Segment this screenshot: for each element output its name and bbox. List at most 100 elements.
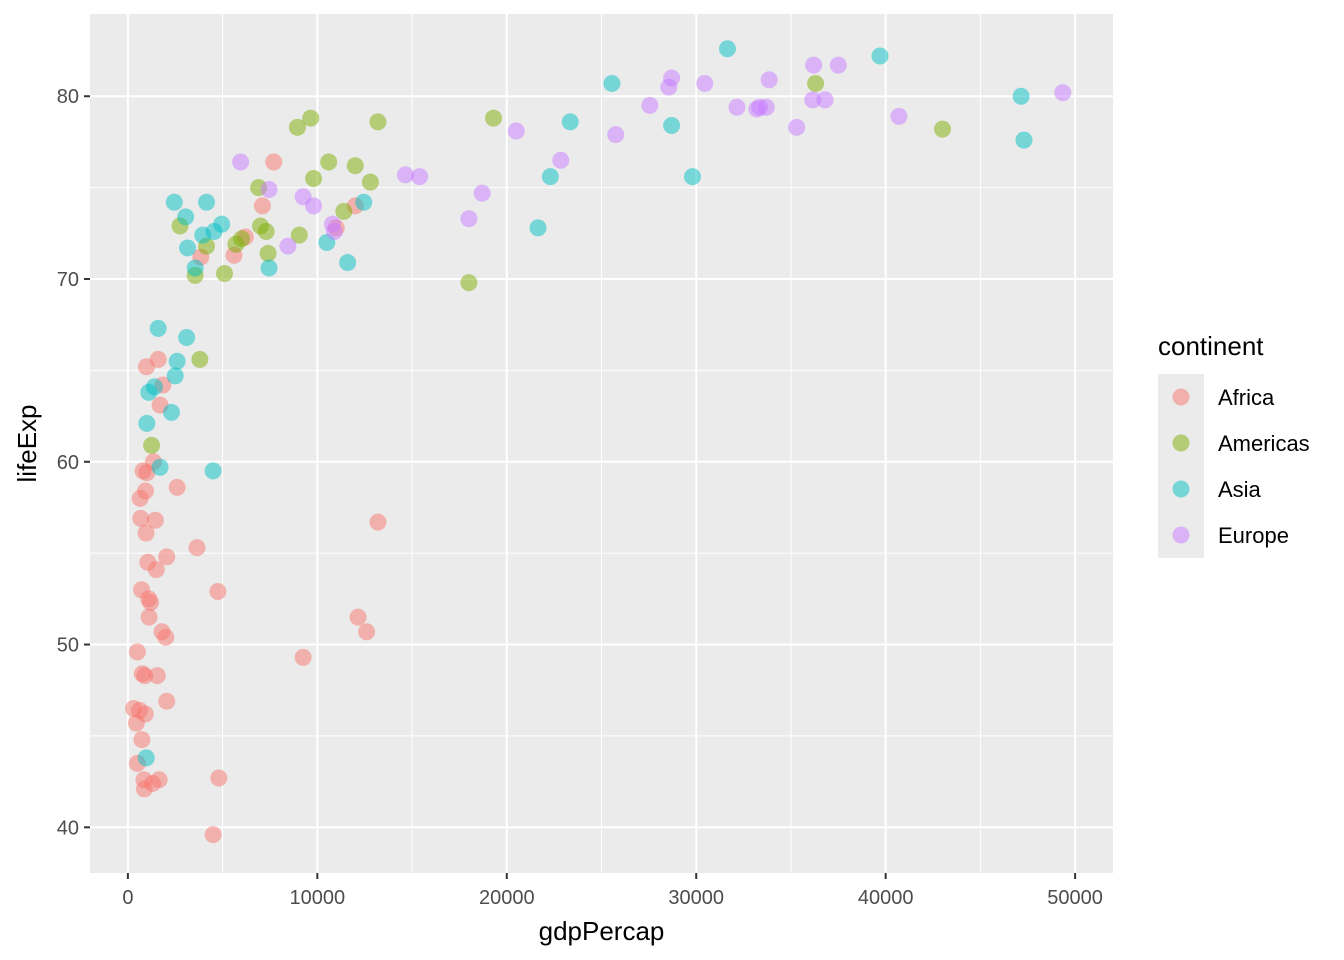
data-point-africa — [128, 643, 146, 661]
data-point-americas — [305, 169, 323, 187]
data-point-asia — [561, 113, 579, 131]
legend: continent Africa Americas Asia Europe — [1158, 331, 1310, 558]
data-point-asia — [179, 239, 197, 257]
data-point-europe — [473, 184, 491, 202]
data-point-asia — [683, 168, 701, 186]
data-point-asia — [663, 116, 681, 134]
data-point-africa — [188, 539, 206, 557]
major-gridlines — [90, 14, 1113, 873]
data-point-africa — [136, 705, 154, 723]
data-point-asia — [162, 403, 180, 421]
data-point-europe — [788, 118, 806, 136]
data-point-europe — [460, 210, 478, 228]
y-axis-title: lifeExp — [12, 404, 42, 482]
data-point-africa — [210, 769, 228, 787]
data-point-americas — [361, 173, 379, 191]
y-axis: 40 50 60 70 80 — [57, 86, 90, 839]
y-tick-label: 60 — [57, 452, 79, 474]
legend-label-europe: Europe — [1218, 523, 1289, 548]
data-point-europe — [641, 96, 659, 114]
data-point-americas — [191, 350, 209, 368]
data-point-africa — [133, 731, 151, 749]
data-point-europe — [279, 237, 297, 255]
data-point-americas — [259, 244, 277, 262]
data-point-asia — [1012, 87, 1030, 105]
data-point-africa — [265, 153, 283, 171]
data-point-asia — [166, 367, 184, 385]
y-tick-label: 50 — [57, 635, 79, 657]
data-point-asia — [260, 259, 278, 277]
data-point-europe — [829, 56, 847, 74]
data-points — [125, 40, 1072, 844]
data-point-americas — [143, 436, 161, 454]
x-tick-label: 50000 — [1047, 887, 1103, 909]
data-point-africa — [136, 667, 154, 685]
data-point-asia — [871, 47, 889, 65]
data-point-americas — [934, 120, 951, 138]
data-point-asia — [198, 193, 216, 211]
x-axis: 0 10000 20000 30000 40000 50000 — [122, 873, 1103, 909]
data-point-africa — [137, 524, 155, 542]
data-point-asia — [137, 749, 155, 767]
data-point-africa — [148, 667, 166, 685]
data-point-africa — [147, 561, 165, 579]
data-point-europe — [757, 98, 775, 116]
data-point-asia — [603, 74, 621, 92]
data-point-africa — [253, 197, 271, 215]
data-point-asia — [204, 462, 222, 480]
data-point-asia — [718, 40, 736, 58]
data-point-africa — [358, 623, 376, 641]
x-tick-label: 10000 — [290, 887, 346, 909]
data-point-americas — [335, 202, 353, 220]
data-point-asia — [177, 208, 195, 226]
data-point-americas — [302, 109, 320, 127]
data-point-europe — [232, 153, 250, 171]
data-point-americas — [216, 265, 234, 283]
legend-title: continent — [1158, 331, 1264, 361]
data-point-africa — [349, 608, 367, 626]
data-point-asia — [213, 215, 231, 233]
data-point-americas — [460, 274, 478, 292]
data-point-americas — [485, 109, 503, 127]
data-point-asia — [178, 328, 196, 346]
data-point-americas — [288, 118, 306, 136]
data-point-europe — [804, 91, 822, 109]
data-point-asia — [186, 259, 204, 277]
x-tick-label: 20000 — [479, 887, 535, 909]
legend-label-americas: Americas — [1218, 431, 1310, 456]
legend-label-africa: Africa — [1218, 385, 1275, 410]
legend-key-europe — [1172, 526, 1190, 544]
data-point-asia — [355, 193, 373, 211]
data-point-asia — [1015, 131, 1033, 149]
data-point-africa — [158, 548, 176, 566]
data-point-europe — [411, 168, 429, 186]
data-point-africa — [204, 826, 222, 844]
data-point-africa — [142, 594, 160, 612]
data-point-asia — [529, 219, 547, 237]
data-point-americas — [320, 153, 338, 171]
x-tick-label: 30000 — [668, 887, 724, 909]
data-point-europe — [305, 197, 323, 215]
data-point-americas — [369, 113, 387, 131]
legend-label-asia: Asia — [1218, 477, 1262, 502]
data-point-africa — [157, 628, 175, 646]
data-point-africa — [132, 509, 150, 527]
data-point-europe — [663, 69, 681, 87]
data-point-africa — [209, 583, 227, 601]
data-point-europe — [607, 126, 625, 144]
data-point-asia — [149, 319, 167, 337]
data-point-asia — [138, 414, 156, 432]
x-tick-label: 0 — [122, 887, 133, 909]
data-point-europe — [890, 107, 908, 125]
data-point-europe — [552, 151, 570, 169]
data-point-asia — [339, 254, 357, 272]
data-point-europe — [728, 98, 746, 116]
data-point-americas — [233, 230, 251, 248]
data-point-asia — [168, 352, 186, 370]
data-point-europe — [805, 56, 823, 74]
legend-key-americas — [1172, 434, 1190, 452]
data-point-europe — [260, 180, 278, 198]
data-point-europe — [507, 122, 525, 140]
data-point-europe — [396, 166, 414, 184]
